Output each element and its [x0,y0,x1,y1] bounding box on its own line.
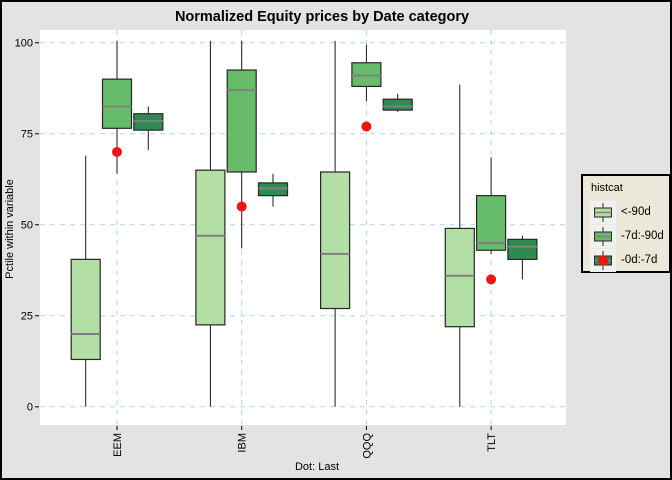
legend: histcat <-90d -7d:-90d [581,174,670,273]
x-tick-label: IBM [237,433,249,453]
y-axis-title: Pctile within variable [4,179,16,279]
boxplot-key-with-dot-icon [590,248,616,272]
legend-label: -7d:-90d [621,230,664,242]
x-tick-label: QQQ [361,433,373,459]
legend-label: -0d:-7d [621,254,658,266]
boxplot-key-icon [590,224,616,248]
x-tick-label: EEM [112,433,124,457]
legend-item: <-90d [590,200,669,224]
last-dot [361,121,372,132]
last-dot [112,146,122,157]
boxplot-box [70,258,101,361]
chart-title: Normalized Equity prices by Date categor… [175,9,469,25]
y-tick-label: 50 [21,220,33,232]
boxplot-box [476,195,507,251]
x-tick-label: TLT [486,433,498,452]
y-tick-label: 100 [15,38,33,50]
boxplot-box [444,227,475,328]
boxplot-box [226,69,257,173]
boxplot-box [195,169,226,326]
last-dot-icon [598,255,608,265]
last-dot [236,201,247,212]
boxplot-box [101,78,133,129]
x-axis-title: Dot: Last [295,461,339,473]
y-tick-label: 0 [27,402,33,414]
boxplot-box [320,171,351,310]
legend-item: -7d:-90d [590,224,669,248]
legend-title: histcat [591,182,623,194]
y-tick-label: 25 [21,311,33,323]
boxplot-key-icon [590,200,616,224]
legend-item: -0d:-7d [590,248,669,272]
boxplot-box [382,98,413,111]
boxplot-box [507,238,538,260]
y-tick-label: 75 [21,129,33,141]
legend-label: <-90d [621,206,651,218]
last-dot [486,274,497,285]
